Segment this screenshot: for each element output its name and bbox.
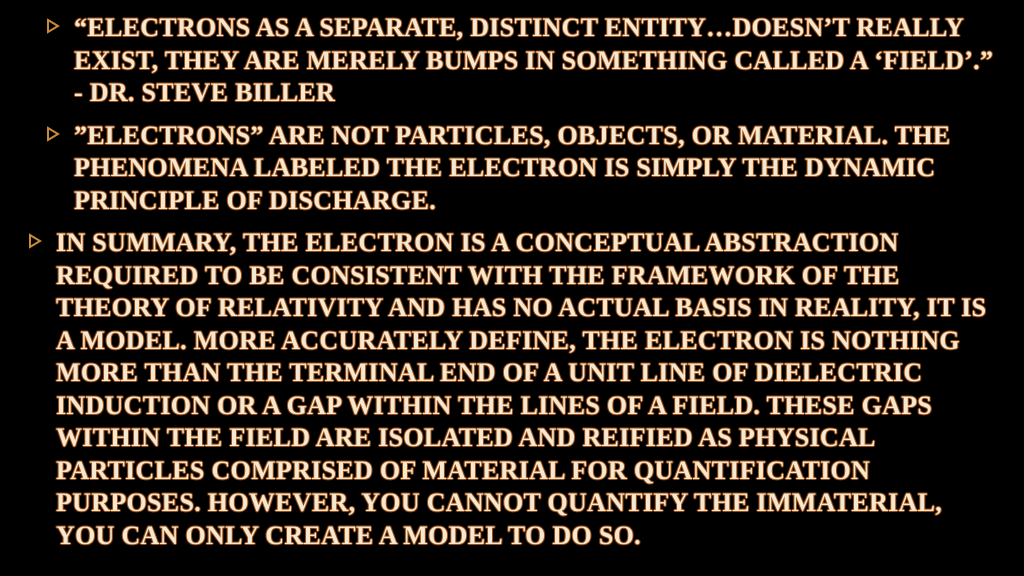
arrow-path	[48, 20, 58, 32]
bullet-text: In summary, the electron is a conceptual…	[56, 227, 996, 552]
bullet-text: “Electrons as a separate, distinct entit…	[74, 12, 996, 110]
bullet-text: ”Electrons” are not particles, objects, …	[74, 120, 996, 218]
chevron-right-icon	[28, 233, 44, 249]
chevron-right-icon	[46, 18, 62, 34]
slide: “Electrons as a separate, distinct entit…	[0, 0, 1024, 576]
arrow-path	[30, 235, 40, 247]
arrow-path	[48, 128, 58, 140]
chevron-right-icon	[46, 126, 62, 142]
bullet-item: ”Electrons” are not particles, objects, …	[46, 120, 996, 218]
bullet-item: “Electrons as a separate, distinct entit…	[46, 12, 996, 110]
bullet-item: In summary, the electron is a conceptual…	[28, 227, 996, 552]
